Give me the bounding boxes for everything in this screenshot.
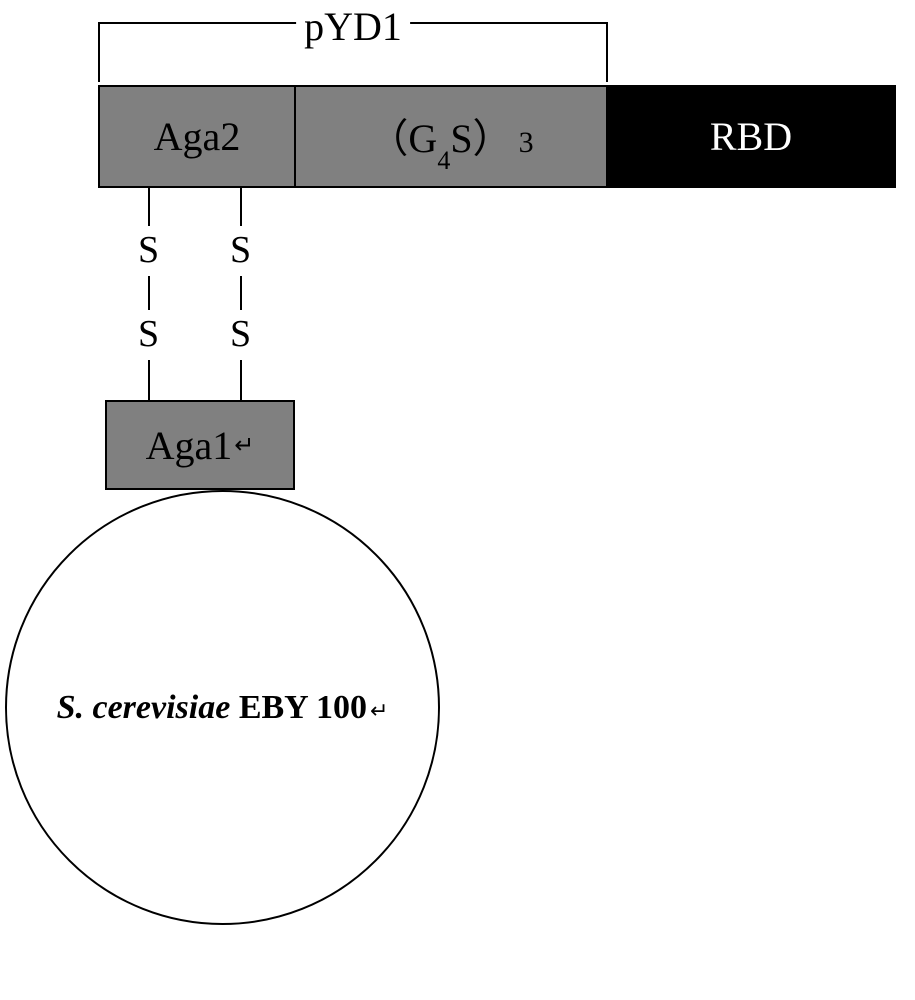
ds-right-bot-line (240, 360, 242, 400)
aga1-label: Aga1 (146, 422, 233, 469)
ds-left-s1: S (138, 226, 159, 274)
yeast-tail: ↵ (370, 698, 388, 723)
aga1-tail: ↵ (234, 431, 254, 460)
ds-right-s2: S (230, 310, 251, 358)
fusion-protein-boxes: Aga2 （G4S）3 RBD (98, 85, 896, 188)
yeast-label: S. cerevisiae EBY 100↵ (57, 689, 389, 727)
disulfide-bonds: S S S S (128, 188, 268, 398)
ds-left-bot-line (148, 360, 150, 400)
linker-box: （G4S）3 (294, 85, 606, 188)
linker-label: （G4S）3 (368, 106, 533, 168)
bracket-right-tick (606, 22, 608, 82)
ds-left-s2: S (138, 310, 159, 358)
ds-right-s1: S (230, 226, 251, 274)
yeast-species: S. cerevisiae (57, 689, 231, 726)
yeast-strain: EBY 100 (230, 689, 367, 726)
yeast-cell: S. cerevisiae EBY 100↵ (5, 490, 440, 925)
pyd1-bracket: pYD1 (98, 10, 608, 80)
aga2-box: Aga2 (98, 85, 294, 188)
rbd-box: RBD (606, 85, 896, 188)
aga1-box: Aga1↵ (105, 400, 295, 490)
rbd-label: RBD (710, 113, 792, 160)
aga2-label: Aga2 (154, 113, 241, 160)
bracket-left-tick (98, 22, 100, 82)
bracket-label: pYD1 (296, 3, 410, 50)
